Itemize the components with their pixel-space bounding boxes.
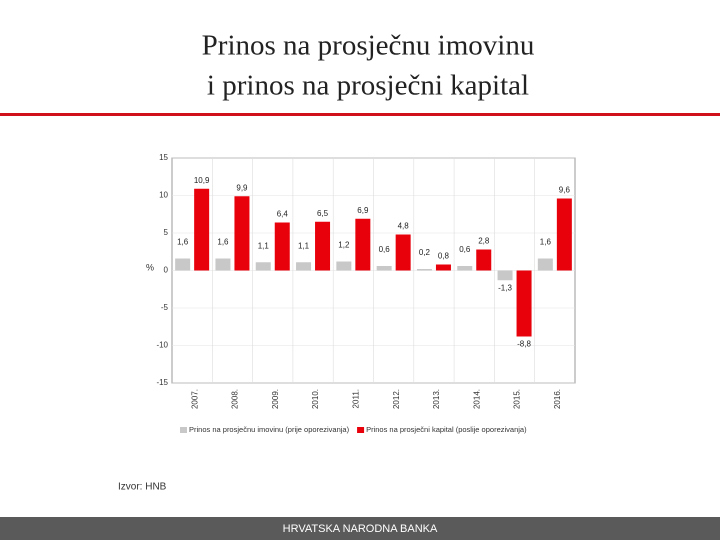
- value-label: 1,1: [258, 241, 270, 250]
- bar: [376, 266, 392, 271]
- footer-text: HRVATSKA NARODNA BANKA: [283, 523, 438, 535]
- x-tick-label: 2007.: [190, 389, 199, 409]
- bar: [435, 264, 451, 271]
- y-tick-label: 15: [159, 153, 168, 162]
- value-label: 2,8: [478, 237, 490, 246]
- y-tick-label: 0: [164, 266, 169, 275]
- bar: [175, 258, 191, 271]
- value-label: 1,6: [177, 238, 189, 247]
- x-tick-label: 2013.: [432, 389, 441, 409]
- bar: [274, 222, 290, 271]
- value-label: 1,6: [217, 238, 229, 247]
- title-rule: [0, 113, 720, 116]
- bar: [215, 258, 231, 271]
- bar: [315, 221, 331, 271]
- y-tick-label: 10: [159, 191, 168, 200]
- value-label: 6,5: [317, 209, 329, 218]
- x-tick-label: 2008.: [231, 389, 240, 409]
- source: Izvor: HNB: [118, 482, 167, 493]
- value-label: 0,8: [438, 252, 450, 261]
- legend-swatch: [357, 427, 365, 433]
- y-tick-label: -15: [156, 378, 168, 387]
- bar: [296, 262, 312, 271]
- value-label: 10,9: [194, 176, 210, 185]
- value-label: 1,2: [338, 241, 350, 250]
- bar: [516, 270, 532, 337]
- x-tick-label: 2011.: [351, 389, 360, 408]
- bar: [457, 266, 473, 271]
- bar: [194, 188, 210, 271]
- bar: [234, 196, 250, 271]
- bar: [556, 198, 572, 271]
- y-axis-label: %: [146, 262, 154, 272]
- x-tick-label: 2012.: [392, 389, 401, 409]
- footer-bar: [0, 517, 720, 540]
- bar: [497, 270, 513, 281]
- legend-label: Prinos na prosječni kapital (poslije opo…: [366, 425, 527, 434]
- y-tick-label: 5: [164, 228, 169, 237]
- x-tick-label: 2015.: [513, 389, 522, 409]
- value-label: 1,1: [298, 241, 310, 250]
- title-line: Prinos na prosječnu imovinu: [202, 30, 535, 62]
- value-label: 0,6: [379, 245, 391, 254]
- value-label: 9,6: [559, 186, 571, 195]
- value-label: -8,8: [517, 340, 531, 349]
- value-label: 0,2: [419, 248, 431, 257]
- x-tick-label: 2009.: [271, 389, 280, 409]
- value-label: 0,6: [459, 245, 471, 254]
- x-tick-label: 2014.: [472, 389, 481, 409]
- bar: [255, 262, 271, 271]
- bar: [395, 234, 411, 271]
- legend-swatch: [180, 427, 187, 433]
- title-line: i prinos na prosječni kapital: [207, 70, 529, 102]
- value-label: 6,4: [277, 210, 289, 219]
- bar: [416, 269, 432, 271]
- y-tick-label: -5: [161, 303, 169, 312]
- value-label: 1,6: [540, 238, 552, 247]
- value-label: 4,8: [398, 222, 410, 231]
- bar: [336, 261, 352, 271]
- bar: [355, 218, 371, 271]
- x-tick-label: 2016.: [553, 389, 562, 409]
- bar: [537, 258, 553, 271]
- bar: [476, 249, 492, 271]
- y-tick-label: -10: [156, 341, 168, 350]
- value-label: 9,9: [236, 183, 248, 192]
- x-tick-label: 2010.: [311, 389, 320, 409]
- legend-label: Prinos na prosječnu imovinu (prije opore…: [189, 425, 350, 434]
- value-label: -1,3: [498, 283, 512, 292]
- value-label: 6,9: [357, 206, 369, 215]
